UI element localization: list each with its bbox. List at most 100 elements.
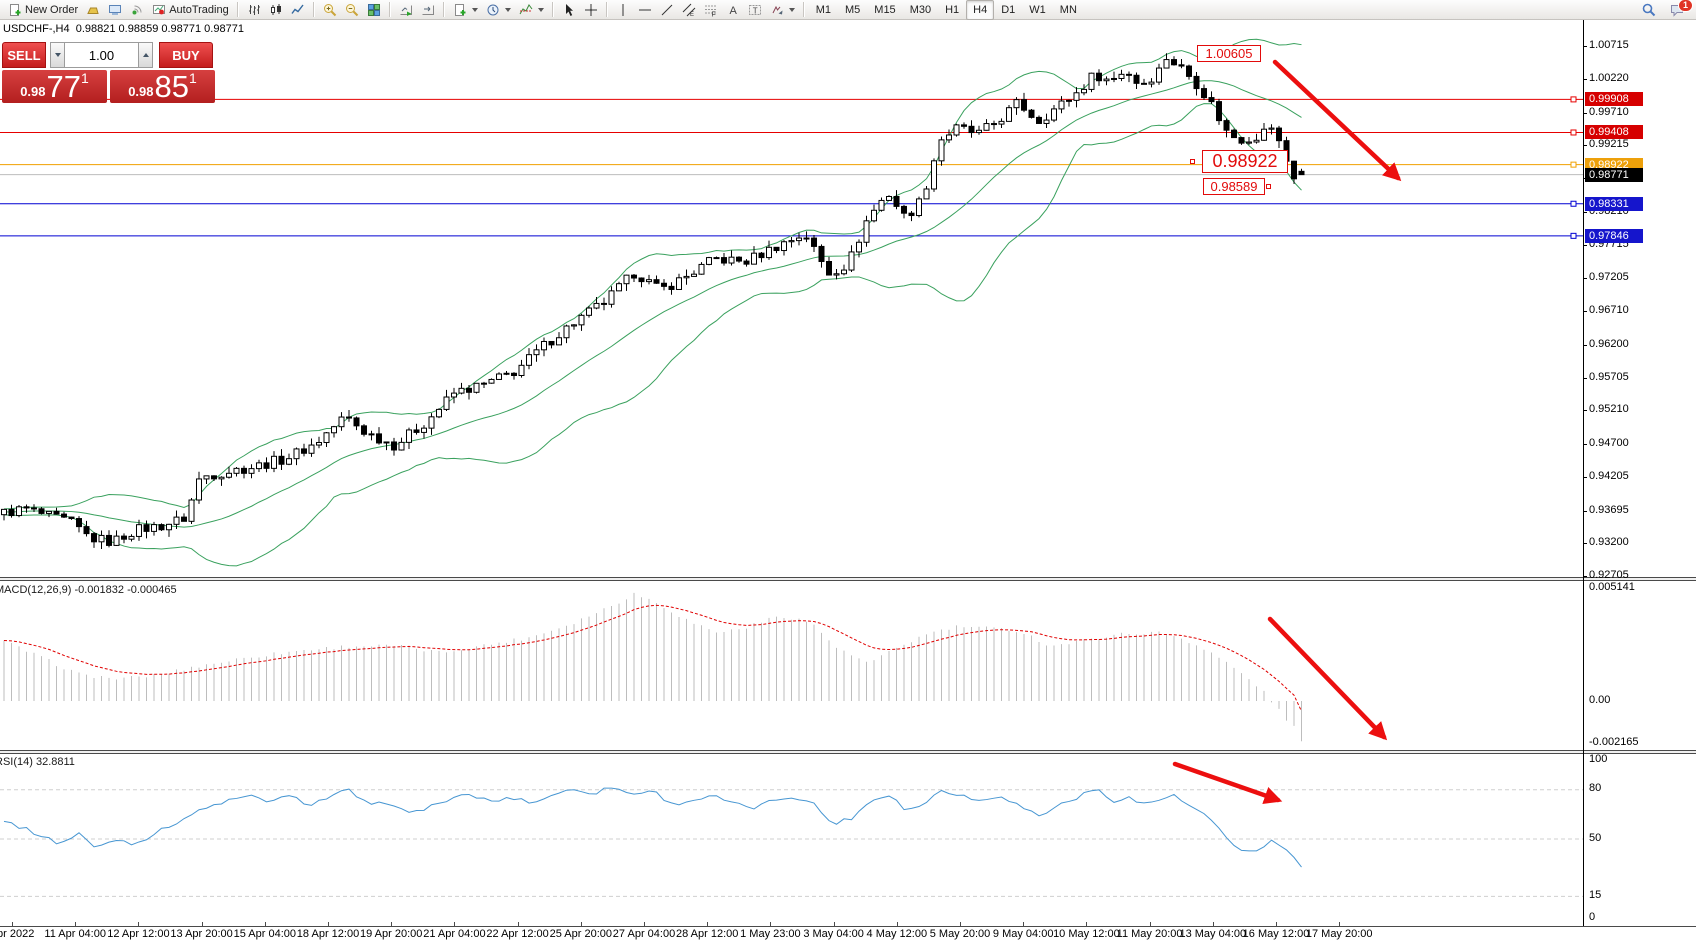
time-tick-mark xyxy=(12,922,13,926)
channel-icon: E xyxy=(682,3,696,17)
rsi-panel-canvas[interactable] xyxy=(0,754,1696,926)
tile-windows-button[interactable] xyxy=(363,0,385,20)
time-axis-label: 16 May 12:00 xyxy=(1242,928,1310,940)
tf-H1[interactable]: H1 xyxy=(938,0,966,20)
tf-M1[interactable]: M1 xyxy=(809,0,838,20)
profiles-dropdown[interactable] xyxy=(482,0,515,20)
buy-price-big: 85 xyxy=(154,69,189,104)
sell-button[interactable]: SELL xyxy=(2,42,46,68)
text-button[interactable]: A xyxy=(722,0,744,20)
price-tick-mark xyxy=(1583,410,1587,412)
price-tick-mark xyxy=(1583,244,1587,246)
profiles-icon xyxy=(486,3,500,17)
zoom-in-button[interactable] xyxy=(319,0,341,20)
cursor-button[interactable] xyxy=(558,0,580,20)
line-chart-button[interactable] xyxy=(287,0,309,20)
fibonacci-button[interactable]: F xyxy=(700,0,722,20)
chevron-down-icon xyxy=(471,7,478,12)
time-axis-label: 13 Apr 20:00 xyxy=(170,928,233,940)
time-axis-label: 21 Apr 04:00 xyxy=(423,928,486,940)
tf-H4[interactable]: H4 xyxy=(966,0,995,20)
macd-panel-canvas[interactable] xyxy=(0,581,1696,750)
vertical-line-button[interactable] xyxy=(612,0,634,20)
channel-button[interactable]: E xyxy=(678,0,700,20)
price-annotation[interactable]: 1.00605 xyxy=(1197,45,1261,62)
main-chart-canvas[interactable] xyxy=(0,20,1696,577)
tf-M1-label: M1 xyxy=(815,3,831,16)
sell-price-big: 77 xyxy=(46,69,81,104)
trend-arrow[interactable] xyxy=(1272,59,1402,182)
trend-arrow[interactable] xyxy=(1172,761,1283,805)
auto-scroll-icon xyxy=(399,3,413,17)
svg-text:E: E xyxy=(690,12,694,17)
chart-shift-icon xyxy=(421,3,435,17)
crosshair-button[interactable] xyxy=(580,0,602,20)
auto-scroll-button[interactable] xyxy=(395,0,417,20)
metaeditor-icon-icon xyxy=(108,3,122,17)
autotrading-button[interactable]: AutoTrading xyxy=(148,0,233,20)
arrows-dropdown[interactable] xyxy=(766,0,799,20)
price-tick: 0.94205 xyxy=(1589,469,1629,482)
search-button[interactable] xyxy=(1638,0,1660,20)
time-axis-label: 22 Apr 12:00 xyxy=(486,928,549,940)
price-line-label: 0.99908 xyxy=(1585,92,1643,107)
sell-price-display[interactable]: 0.98 77 1 xyxy=(2,70,107,103)
volume-increase-button[interactable] xyxy=(138,42,153,68)
volume-decrease-button[interactable] xyxy=(50,42,65,68)
price-line-label: 0.97846 xyxy=(1585,228,1643,243)
toolbar-separator xyxy=(312,2,315,17)
price-annotation[interactable]: 0.98589 xyxy=(1203,178,1265,195)
chart-ohlc-title: USDCHF-,H4 0.98821 0.98859 0.98771 0.987… xyxy=(3,23,244,35)
publisher-icon[interactable] xyxy=(82,0,104,20)
macd-indicator-label: MACD(12,26,9) -0.001832 -0.000465 xyxy=(0,584,177,596)
rsi-axis-label: 0 xyxy=(1589,911,1596,923)
panel-splitter-macd[interactable] xyxy=(0,577,1696,581)
trend-arrow[interactable] xyxy=(1267,616,1388,741)
time-tick-mark xyxy=(517,922,519,926)
signals-icon[interactable] xyxy=(126,0,148,20)
price-tick: 0.94700 xyxy=(1589,437,1629,449)
chart-shift-button[interactable] xyxy=(417,0,439,20)
horizontal-line-button[interactable] xyxy=(634,0,656,20)
buy-price-display[interactable]: 0.98 85 1 xyxy=(110,70,215,103)
price-axis-line xyxy=(1583,20,1584,926)
tf-M5[interactable]: M5 xyxy=(838,0,867,20)
toolbar-separator xyxy=(442,2,445,17)
buy-button[interactable]: BUY xyxy=(159,42,213,68)
panel-splitter-rsi[interactable] xyxy=(0,750,1696,754)
notification-badge: 1 xyxy=(1677,0,1693,12)
new-order-icon xyxy=(8,3,22,17)
chart-window: USDCHF-,H4 0.98821 0.98859 0.98771 0.987… xyxy=(0,20,1696,945)
time-tick-mark xyxy=(1023,922,1025,926)
tf-MN[interactable]: MN xyxy=(1053,0,1084,20)
macd-axis-label: 0.00 xyxy=(1589,694,1611,706)
new-order-button[interactable]: New Order xyxy=(4,0,82,20)
zoom-out-button[interactable] xyxy=(341,0,363,20)
trendline-button[interactable] xyxy=(656,0,678,20)
label-button[interactable]: T xyxy=(744,0,766,20)
price-annotation[interactable]: 0.98922 xyxy=(1202,150,1288,173)
price-tick: 0.99710 xyxy=(1589,105,1629,118)
metaeditor-icon[interactable] xyxy=(104,0,126,20)
new-chart-dropdown[interactable] xyxy=(449,0,482,20)
toolbar-separator xyxy=(802,2,805,17)
notifications-button[interactable]: 1 xyxy=(1666,0,1693,20)
price-tick-mark xyxy=(1583,46,1587,47)
candlestick-chart-button[interactable] xyxy=(265,0,287,20)
tf-M30[interactable]: M30 xyxy=(903,0,938,20)
bar-chart-button[interactable] xyxy=(243,0,265,20)
text-icon: A xyxy=(726,3,740,17)
time-axis-label: 27 Apr 04:00 xyxy=(612,928,676,940)
indicators-dropdown[interactable] xyxy=(515,0,548,20)
time-axis-label: 11 May 20:00 xyxy=(1116,928,1183,940)
rsi-indicator-label: RSI(14) 32.8811 xyxy=(0,756,75,768)
volume-input[interactable] xyxy=(65,42,138,68)
chevron-down-icon xyxy=(788,7,795,12)
tf-W1[interactable]: W1 xyxy=(1022,0,1053,20)
tf-M15[interactable]: M15 xyxy=(867,0,902,20)
price-tick-mark xyxy=(1583,576,1587,578)
buy-price-base: 0.98 xyxy=(128,84,154,99)
tf-D1[interactable]: D1 xyxy=(994,0,1022,20)
time-tick-mark xyxy=(770,922,772,926)
tf-D1-label: D1 xyxy=(1001,3,1016,16)
